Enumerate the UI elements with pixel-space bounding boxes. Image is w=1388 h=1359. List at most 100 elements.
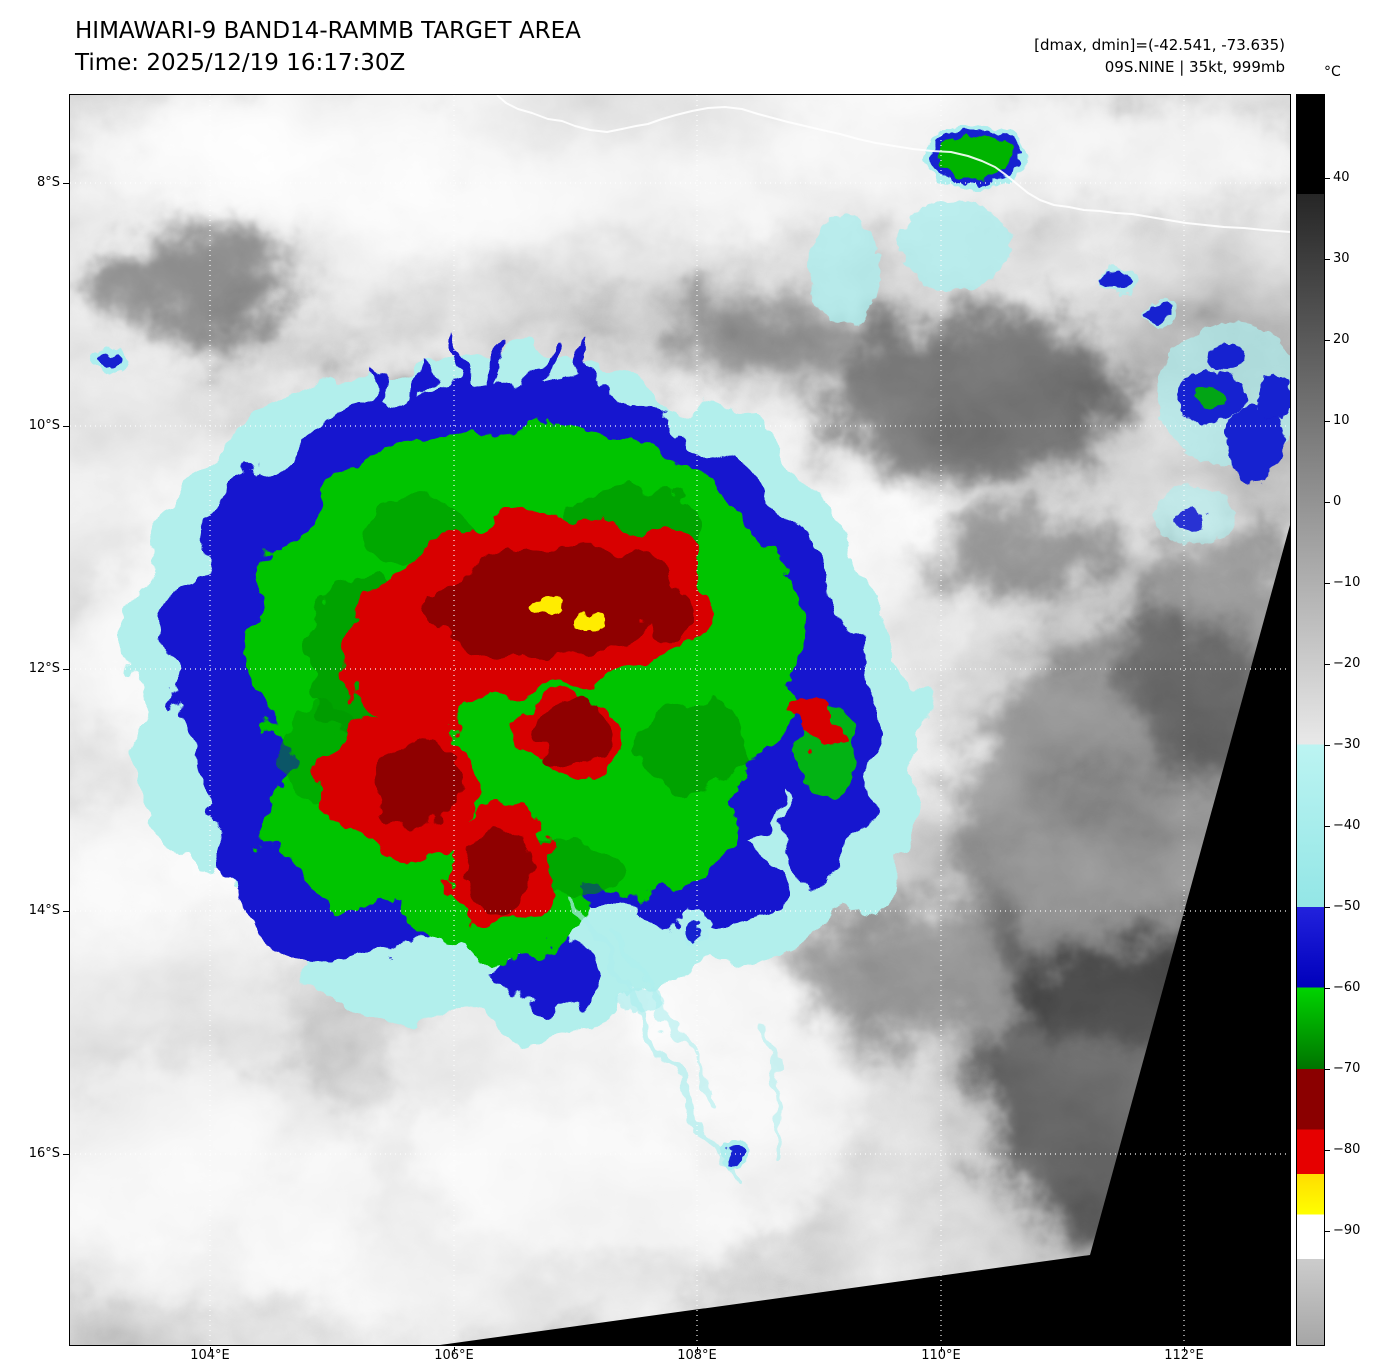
colorbar-tick-label: −30 — [1333, 736, 1361, 752]
light-clouds-shape — [165, 95, 475, 173]
lon-tick — [1184, 1347, 1185, 1352]
dark-clouds-shape — [825, 305, 1125, 485]
lon-label: 112°E — [1164, 1348, 1204, 1359]
storm-blue-shape — [536, 337, 552, 401]
light-clouds-shape — [440, 140, 780, 290]
colorbar-tick-label: −20 — [1333, 655, 1361, 671]
colorbar-tick-label: −60 — [1333, 979, 1361, 995]
storm-red-shape — [800, 693, 844, 753]
storm-darkred-shape — [373, 741, 461, 829]
lat-label: 8°S — [36, 175, 60, 190]
colorbar-tick — [1325, 1231, 1330, 1232]
small-blue-patches-shape — [1101, 271, 1131, 291]
colorbar-tick-label: 20 — [1333, 331, 1350, 347]
lon-tick — [454, 1347, 455, 1352]
lat-tick — [63, 1154, 69, 1155]
colorbar-tick — [1325, 745, 1330, 746]
colorbar-tick — [1325, 1069, 1330, 1070]
colorbar-tick — [1325, 1150, 1330, 1151]
lon-tick — [941, 1347, 942, 1352]
lat-tick — [63, 183, 69, 184]
lat-label: 16°S — [28, 1146, 60, 1161]
storm-blue-shape — [578, 347, 598, 407]
storm-blue-shape — [493, 333, 507, 401]
lat-label: 14°S — [28, 903, 60, 918]
colorbar-tick — [1325, 907, 1330, 908]
colorbar-tick-label: −50 — [1333, 898, 1361, 914]
lon-label: 104°E — [190, 1348, 230, 1359]
lon-tick — [210, 1347, 211, 1352]
colorbar-tick-label: −10 — [1333, 574, 1361, 590]
cyan-outflow-streaks-shape — [567, 897, 745, 1190]
colorbar-unit-label: °C — [1324, 64, 1341, 80]
storm-green-dark-shape — [636, 701, 748, 793]
dark-clouds-shape — [675, 290, 845, 380]
small-blue-patches-shape — [97, 352, 123, 368]
gridlines — [70, 95, 1290, 1345]
lat-label: 12°S — [28, 661, 60, 676]
colorbar-tick-label: −70 — [1333, 1060, 1361, 1076]
small-blue-patches-shape — [727, 1145, 743, 1165]
colorbar-tick — [1325, 826, 1330, 827]
dark-clouds-shape — [935, 513, 1125, 597]
lon-label: 110°E — [921, 1348, 961, 1359]
lon-label: 108°E — [677, 1348, 717, 1359]
small-blue-patches-shape — [1259, 374, 1290, 420]
small-blue-patches-shape — [1227, 405, 1283, 481]
storm-overlay — [70, 95, 1290, 1345]
colorbar — [1296, 94, 1325, 1346]
colorbar-tick — [1325, 421, 1330, 422]
lat-label: 10°S — [28, 418, 60, 433]
storm-blue-shape — [403, 349, 421, 413]
storm-yellow-shape — [531, 596, 565, 616]
storm-darkred-shape — [466, 831, 534, 915]
colorbar-tick-label: −40 — [1333, 817, 1361, 833]
colorbar-tick-label: 30 — [1333, 250, 1350, 266]
colorbar-tick — [1325, 664, 1330, 665]
satellite-plot: Copyright © 2020-2025 Dapiya — [69, 94, 1291, 1346]
colorbar-tick-label: 10 — [1333, 412, 1350, 428]
lat-tick — [63, 426, 69, 427]
colorbar-tick-label: −90 — [1333, 1222, 1361, 1238]
cyan-outflow-streaks — [567, 897, 785, 1190]
storm-green-shape — [684, 529, 776, 601]
coastline — [496, 95, 1290, 233]
dark-clouds-shape — [100, 230, 300, 340]
lon-label: 106°E — [434, 1348, 474, 1359]
small-green-patches-shape — [1196, 387, 1224, 407]
colorbar-tick-label: 0 — [1333, 493, 1342, 509]
colorbar-tick — [1325, 340, 1330, 341]
cyan-outflow-streaks-shape — [612, 932, 713, 1100]
lat-tick — [63, 669, 69, 670]
light-clouds-shape — [1040, 105, 1290, 215]
colorbar-tick — [1325, 502, 1330, 503]
small-cyan-patches-shape — [810, 215, 880, 325]
storm-darkred-shape — [533, 701, 617, 765]
storm-darkred-shape — [644, 591, 696, 639]
storm-blue-shape — [448, 337, 464, 405]
small-blue-patches-shape — [1174, 508, 1206, 532]
storm-yellow-shape — [576, 612, 606, 632]
page-title: HIMAWARI-9 BAND14-RAMMB TARGET AREA — [75, 18, 581, 44]
small-blue-patches-shape — [1145, 303, 1171, 323]
colorbar-tick-label: −80 — [1333, 1141, 1361, 1157]
cyan-outflow-streaks-shape — [757, 1022, 785, 1160]
small-cyan-patches-shape — [615, 988, 665, 1012]
storm-info-annotation: 09S.NINE | 35kt, 999mb — [1104, 58, 1285, 76]
colorbar-tick — [1325, 583, 1330, 584]
lon-tick — [697, 1347, 698, 1352]
storm-blue-shape — [495, 933, 585, 1017]
colorbar-tick — [1325, 259, 1330, 260]
colorbar-tick-label: 40 — [1333, 169, 1350, 185]
timestamp-label: Time: 2025/12/19 16:17:30Z — [75, 50, 406, 76]
storm-yellow — [531, 596, 606, 632]
small-cyan-patches-shape — [900, 200, 1010, 290]
light-clouds-shape — [245, 1105, 755, 1345]
storm-blue-shape — [358, 368, 382, 426]
colorbar-tick — [1325, 178, 1330, 179]
dmax-dmin-annotation: [dmax, dmin]=(-42.541, -73.635) — [1034, 36, 1285, 54]
small-blue-patches-shape — [685, 921, 701, 945]
satellite-image — [70, 95, 1290, 1345]
colorbar-tick — [1325, 988, 1330, 989]
small-blue-patches-shape — [1209, 344, 1247, 370]
